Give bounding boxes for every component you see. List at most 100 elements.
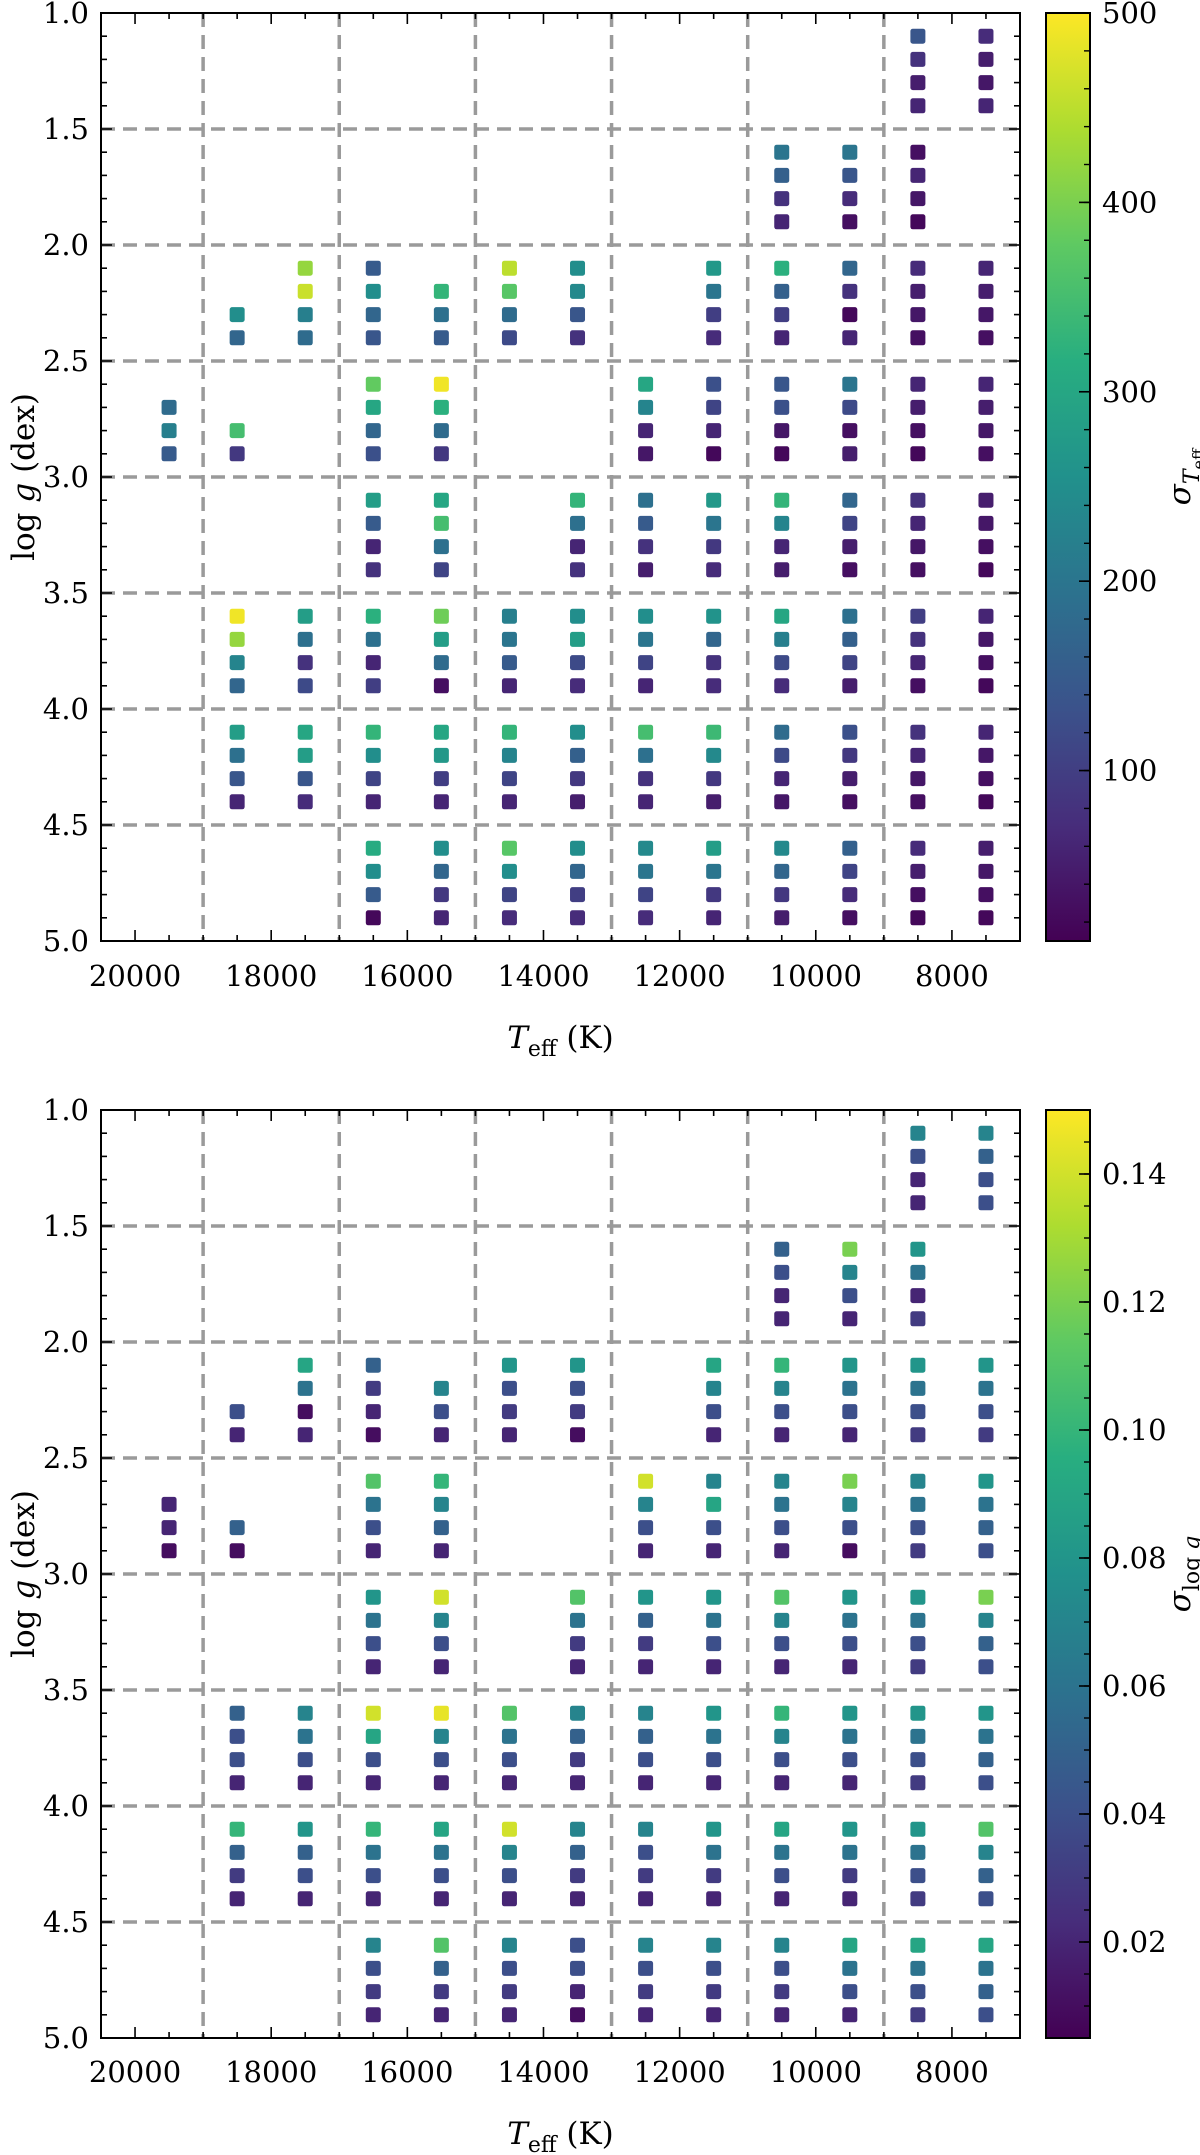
data-point <box>297 307 313 323</box>
data-point <box>842 376 858 392</box>
data-point <box>910 1172 926 1188</box>
data-point <box>365 1937 381 1953</box>
data-point <box>229 1775 245 1791</box>
colorbar-tick-label: 0.14 <box>1102 1157 1167 1191</box>
data-point <box>910 1241 926 1257</box>
data-point <box>501 887 517 903</box>
x-tick-label: 10000 <box>770 2055 862 2089</box>
data-point <box>842 887 858 903</box>
data-point <box>501 283 517 299</box>
data-point <box>774 724 790 740</box>
data-point <box>910 1543 926 1559</box>
data-point <box>433 1868 449 1884</box>
data-point <box>570 771 586 787</box>
data-point <box>842 1659 858 1675</box>
data-point <box>978 1984 994 2000</box>
data-point <box>638 1960 654 1976</box>
data-point <box>910 1891 926 1907</box>
data-point <box>501 1891 517 1907</box>
data-point <box>638 562 654 578</box>
data-point <box>229 1868 245 1884</box>
data-point <box>570 1984 586 2000</box>
y-tick-label: 2.5 <box>43 1441 89 1475</box>
data-point <box>910 376 926 392</box>
data-point <box>638 724 654 740</box>
data-point <box>978 1195 994 1211</box>
colorbar-tick-label: 0.02 <box>1102 1925 1167 1959</box>
data-point <box>706 515 722 531</box>
data-point <box>365 747 381 763</box>
data-point <box>774 399 790 415</box>
data-point <box>978 1589 994 1605</box>
data-point <box>570 724 586 740</box>
data-point <box>978 1775 994 1791</box>
data-point <box>774 1380 790 1396</box>
data-point <box>706 655 722 671</box>
teff-uncertainty-panel: 20000 18000 16000 14000 12000 10000 8000 1.0 1.5… <box>6 0 1200 1062</box>
data-point <box>910 75 926 91</box>
data-point <box>501 1357 517 1373</box>
data-point <box>433 1844 449 1860</box>
data-point <box>842 1868 858 1884</box>
data-point <box>570 539 586 555</box>
data-point <box>842 214 858 230</box>
data-point <box>978 399 994 415</box>
x-axis-label: Teff (K) <box>507 2116 614 2155</box>
data-point <box>365 423 381 439</box>
data-point <box>433 399 449 415</box>
data-point <box>978 1728 994 1744</box>
data-point <box>706 1891 722 1907</box>
data-point <box>229 1728 245 1744</box>
data-point <box>365 1404 381 1420</box>
data-point <box>365 910 381 926</box>
data-point <box>501 1404 517 1420</box>
data-point <box>978 1891 994 1907</box>
data-point <box>229 771 245 787</box>
data-point <box>842 724 858 740</box>
data-point <box>433 307 449 323</box>
data-point <box>910 1728 926 1744</box>
data-point <box>638 631 654 647</box>
data-point <box>433 562 449 578</box>
data-point <box>706 330 722 346</box>
data-point <box>774 1775 790 1791</box>
colorbar-tick-label: 0.04 <box>1102 1797 1167 1831</box>
data-point <box>774 1728 790 1744</box>
data-point <box>433 539 449 555</box>
data-point <box>570 747 586 763</box>
data-point <box>229 655 245 671</box>
y-tick-label: 2.0 <box>43 1325 89 1359</box>
data-point <box>842 1937 858 1953</box>
data-point <box>774 1984 790 2000</box>
data-point <box>501 724 517 740</box>
data-point <box>433 1728 449 1744</box>
data-point <box>501 1868 517 1884</box>
data-point <box>433 724 449 740</box>
data-point <box>842 1775 858 1791</box>
data-point <box>842 307 858 323</box>
data-point <box>433 631 449 647</box>
data-point <box>910 260 926 276</box>
data-point <box>570 1589 586 1605</box>
data-point <box>774 771 790 787</box>
data-point <box>910 1195 926 1211</box>
data-point <box>638 840 654 856</box>
y-tick-label: 3.5 <box>43 576 89 610</box>
data-point <box>638 794 654 810</box>
data-point <box>638 376 654 392</box>
data-point <box>978 539 994 555</box>
data-point <box>910 1125 926 1141</box>
data-point <box>297 1844 313 1860</box>
data-point <box>842 771 858 787</box>
data-point <box>774 1543 790 1559</box>
data-point <box>161 423 177 439</box>
data-point <box>910 910 926 926</box>
data-point <box>433 863 449 879</box>
data-point <box>638 2007 654 2023</box>
data-point <box>706 724 722 740</box>
data-point <box>161 1520 177 1536</box>
data-point <box>365 631 381 647</box>
data-point <box>365 1589 381 1605</box>
data-point <box>774 1752 790 1768</box>
data-point <box>978 98 994 114</box>
